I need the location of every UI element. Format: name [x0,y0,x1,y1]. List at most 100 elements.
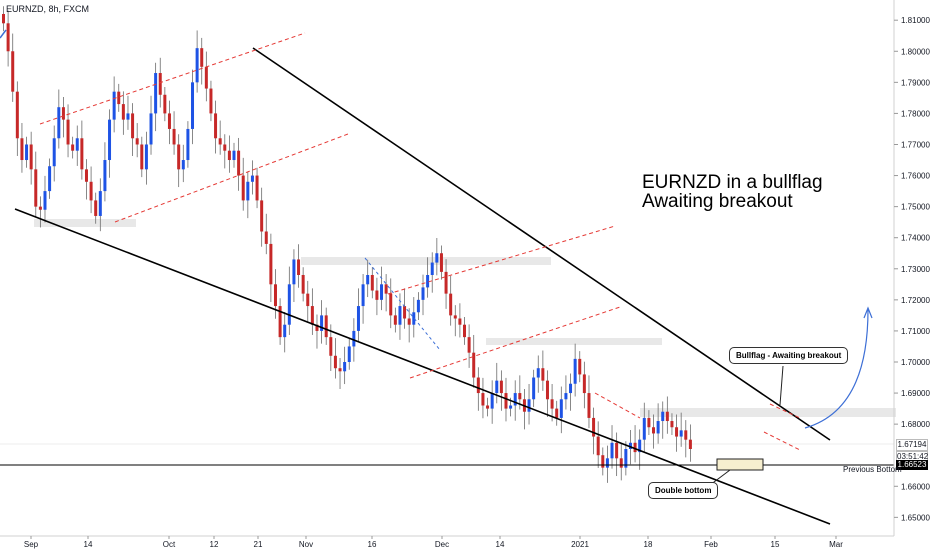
candle-131 [605,458,609,468]
candle-119 [550,399,554,409]
candle-30 [140,144,144,170]
headline-line-2: Awaiting breakout [642,191,793,212]
candle-118 [545,380,549,400]
candle-116 [536,368,540,378]
candle-45 [209,88,213,114]
candle-103 [476,377,480,394]
candle-83 [384,284,388,294]
candle-145 [670,421,674,428]
y-tick-label-0: 1.81000 [901,16,930,25]
y-tick-label-12: 1.69000 [901,389,930,398]
candle-80 [370,274,374,291]
candle-36 [167,113,171,129]
candle-61 [283,324,287,338]
trendlines [0,29,894,525]
candle-93 [430,262,434,275]
candle-32 [149,113,153,145]
candle-99 [458,318,462,325]
candle-28 [131,113,135,139]
y-tick-label-4: 1.77000 [901,140,930,149]
candle-136 [628,442,632,449]
y-axis: 1.81000 1.80000 1.79000 1.78000 1.77000 1.760… [893,0,930,536]
candle-101 [467,337,471,353]
bullflag-pointer [779,365,784,406]
y-tick-label-10: 1.71000 [901,327,930,336]
candle-86 [398,306,402,325]
candle-81 [375,290,379,300]
candle-55 [255,175,259,201]
support-zones [0,219,896,445]
channel-line-3 [409,306,621,379]
candle-107 [495,380,499,394]
candle-147 [679,430,683,437]
candle-14 [66,119,70,145]
candle-22 [103,160,107,192]
headline: EURNZD in a bullflag Awaiting breakout [642,173,823,211]
candle-102 [472,352,476,378]
x-tick-label-7: Dec [435,540,449,549]
candle-97 [449,293,453,316]
bullflag-callout: Bullflag - Awaiting breakout [729,347,849,364]
candle-92 [426,274,430,288]
double-bottom-box [716,458,764,471]
candle-12 [57,107,61,139]
candle-21 [98,191,102,216]
zone-1 [301,257,551,265]
candle-72 [333,355,337,369]
candle-79 [366,274,370,285]
candle-74 [343,361,347,372]
zone-2 [486,338,662,345]
candle-57 [264,231,268,244]
candle-70 [324,315,328,338]
candle-142 [656,421,660,434]
candle-90 [416,299,420,313]
candle-88 [407,318,411,325]
candle-48 [223,144,227,151]
candle-71 [329,337,333,356]
candle-78 [361,284,365,307]
candle-4 [20,138,24,161]
candle-98 [453,315,457,319]
candle-110 [509,405,513,409]
candle-128 [592,417,596,437]
x-tick-label-8: 14 [496,540,505,549]
channel-line-0 [39,32,306,125]
candle-120 [555,408,559,418]
candle-125 [578,358,582,375]
flag-line-2 [769,403,801,419]
previous-bottom-label: Previous Bottom [843,465,902,474]
candle-73 [338,368,342,372]
candle-6 [29,144,33,170]
candle-137 [633,442,637,453]
candle-60 [278,306,282,338]
candle-112 [518,393,522,400]
candle-13 [61,107,65,120]
candle-149 [688,439,692,449]
y-tick-label-6: 1.75000 [901,203,930,212]
candle-115 [532,377,536,400]
candle-96 [444,271,448,294]
candle-89 [412,312,416,325]
candle-23 [108,119,112,161]
zone-0 [34,219,136,227]
candle-91 [421,287,425,300]
breakout-arrow [804,309,869,429]
entry-stub [0,29,7,39]
candle-67 [310,306,314,325]
candle-1 [6,23,10,52]
candle-35 [163,94,167,114]
candle-138 [638,439,642,453]
candle-34 [158,73,162,95]
candle-94 [435,253,439,263]
x-tick-label-5: Nov [299,540,313,549]
candle-129 [596,436,600,456]
candle-33 [154,73,158,114]
y-tick-label-13: 1.68000 [901,420,930,429]
last-price-tag: 1.67194 [896,439,928,451]
candle-17 [80,138,84,170]
y-tick-label-5: 1.76000 [901,172,930,181]
candle-20 [94,200,98,216]
x-tick-label-0: Sep [24,540,39,549]
